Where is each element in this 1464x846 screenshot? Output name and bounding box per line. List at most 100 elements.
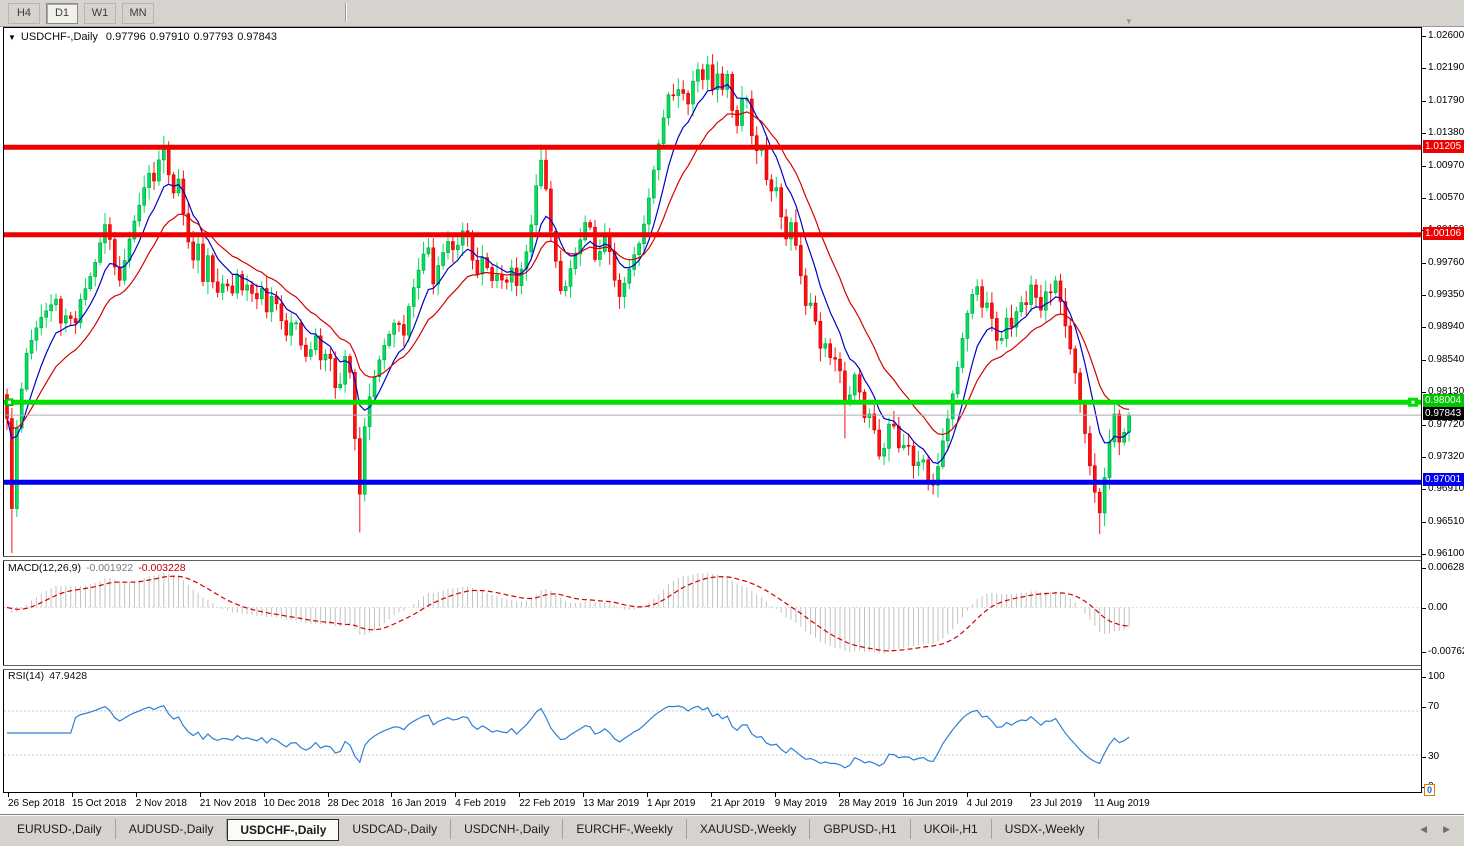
price-tick-0.97720-tick bbox=[1422, 424, 1426, 426]
ohlc-low: 0.97793 bbox=[193, 31, 234, 43]
date-label: 16 Jun 2019 bbox=[902, 798, 958, 809]
date-label: 9 May 2019 bbox=[774, 798, 828, 809]
date-label: 10 Dec 2018 bbox=[263, 798, 321, 809]
date-label: 26 Sep 2018 bbox=[8, 798, 65, 809]
date-tick bbox=[774, 793, 776, 797]
price-tick-0.96510: 0.96510 bbox=[1428, 515, 1464, 527]
chart-tab-usdchf[interactable]: USDCHF-,Daily bbox=[227, 819, 340, 841]
macd-label: MACD(12,26,9) -0.001922 -0.003228 bbox=[8, 562, 186, 574]
price-tick-0.96100-tick bbox=[1422, 554, 1426, 555]
date-tick bbox=[519, 793, 521, 797]
macd-scale--0.00762: -0.00762 bbox=[1428, 646, 1464, 657]
date-label: 2 Nov 2018 bbox=[135, 798, 187, 809]
date-tick bbox=[710, 793, 712, 797]
timeframe-button-mn[interactable]: MN bbox=[122, 3, 154, 24]
rsi-name: RSI(14) bbox=[8, 670, 45, 682]
price-tick-0.97320: 0.97320 bbox=[1428, 450, 1464, 462]
date-label: 4 Feb 2019 bbox=[455, 798, 506, 809]
date-tick bbox=[391, 793, 393, 797]
rsi-svg bbox=[4, 704, 1421, 769]
price-tick-0.99760-tick bbox=[1422, 262, 1426, 264]
chart-tab-gbpusd[interactable]: GBPUSD-,H1 bbox=[810, 819, 911, 839]
price-tick-0.99350-tick bbox=[1422, 295, 1426, 296]
chart-tab-audusd[interactable]: AUDUSD-,Daily bbox=[116, 819, 228, 839]
macd-scale--0.00762-tick bbox=[1422, 652, 1426, 653]
date-label: 4 Jul 2019 bbox=[966, 798, 1013, 809]
timeframe-button-w1[interactable]: W1 bbox=[84, 3, 116, 24]
chart-tab-xauusd[interactable]: XAUUSD-,Weekly bbox=[687, 819, 811, 839]
tab-scroll-left-icon[interactable]: ◀ bbox=[1420, 824, 1428, 834]
price-tick-1.01790: 1.01790 bbox=[1428, 94, 1464, 106]
price-label-1.00106: 1.00106 bbox=[1423, 227, 1464, 241]
rsi-scale-100: 100 bbox=[1428, 671, 1445, 682]
timeframe-button-d1[interactable]: D1 bbox=[46, 3, 78, 24]
corner-badge: 0 bbox=[1424, 784, 1436, 796]
rsi-scale-30: 30 bbox=[1428, 751, 1440, 762]
chart-tab-usdcad[interactable]: USDCAD-,Daily bbox=[339, 819, 452, 839]
chart-tab-eurchf[interactable]: EURCHF-,Weekly bbox=[563, 819, 687, 839]
chart-tab-ukoil[interactable]: UKOil-,H1 bbox=[911, 819, 992, 839]
macd-scale-0.006286: 0.006286 bbox=[1428, 562, 1464, 573]
chart-caret-icon[interactable]: ▼ bbox=[8, 33, 16, 42]
price-tick-1.01380-tick bbox=[1422, 133, 1426, 135]
date-axis[interactable]: 26 Sep 2018 15 Oct 2018 2 Nov 2018 21 Nov 2… bbox=[3, 793, 1421, 813]
price-tick-1.02600-tick bbox=[1422, 36, 1426, 37]
frame-top bbox=[3, 27, 1422, 28]
chart-header: ▼ USDCHF-,Daily 0.97796 0.97910 0.97793 0.978… bbox=[8, 31, 277, 43]
macd-value-signal: -0.003228 bbox=[138, 562, 186, 574]
price-tick-0.99760: 0.99760 bbox=[1428, 256, 1464, 268]
price-tick-1.00970-tick bbox=[1422, 165, 1426, 167]
rsi-scale-30-tick bbox=[1422, 757, 1426, 758]
price-tick-0.97320-tick bbox=[1422, 456, 1426, 458]
macd-value-main: -0.001922 bbox=[85, 562, 134, 574]
price-tick-0.98940-tick bbox=[1422, 327, 1426, 329]
date-label: 22 Feb 2019 bbox=[519, 798, 576, 809]
date-tick bbox=[1094, 793, 1096, 797]
main-price-chart[interactable] bbox=[4, 27, 1421, 557]
ohlc-open: 0.97796 bbox=[105, 31, 146, 43]
macd-svg bbox=[4, 572, 1421, 654]
tab-scroll-right-icon[interactable]: ▶ bbox=[1443, 824, 1450, 834]
macd-scale-0.00: 0.00 bbox=[1428, 601, 1448, 613]
frame-left bbox=[3, 27, 4, 793]
date-tick bbox=[263, 793, 265, 797]
date-label: 21 Apr 2019 bbox=[710, 798, 765, 809]
chart-collapse-icon[interactable]: ▼ bbox=[1125, 17, 1133, 26]
price-label-0.98004: 0.98004 bbox=[1423, 393, 1464, 407]
timeframe-button-h4[interactable]: H4 bbox=[8, 3, 40, 24]
price-tick-0.96510-tick bbox=[1422, 521, 1426, 523]
price-tick-0.96100: 0.96100 bbox=[1428, 548, 1464, 559]
price-tick-1.00570-tick bbox=[1422, 197, 1426, 199]
pane-separator-rsi[interactable] bbox=[3, 665, 1421, 670]
macd-chart[interactable] bbox=[4, 560, 1421, 666]
price-tick-0.97720: 0.97720 bbox=[1428, 418, 1464, 430]
rsi-scale-100-tick bbox=[1422, 677, 1426, 678]
chart-tab-usdcnh[interactable]: USDCNH-,Daily bbox=[451, 819, 564, 839]
price-tick-0.98540: 0.98540 bbox=[1428, 353, 1464, 365]
ohlc-close: 0.97843 bbox=[237, 31, 277, 43]
timeframe-toolbar: H4 D1 W1 MN bbox=[0, 0, 1464, 27]
ohlc-high: 0.97910 bbox=[149, 31, 190, 43]
price-tick-0.98940: 0.98940 bbox=[1428, 321, 1464, 333]
date-label: 15 Oct 2018 bbox=[71, 798, 127, 809]
chart-tab-eurusd[interactable]: EURUSD-,Daily bbox=[4, 819, 116, 839]
rsi-chart[interactable] bbox=[4, 669, 1421, 792]
date-tick bbox=[135, 793, 137, 797]
chart-tab-usdx[interactable]: USDX-,Weekly bbox=[992, 819, 1099, 839]
frame-bottom bbox=[3, 792, 1422, 793]
macd-scale-0.00-tick bbox=[1422, 607, 1426, 609]
price-tick-1.02600: 1.02600 bbox=[1428, 30, 1464, 41]
date-tick bbox=[455, 793, 457, 797]
price-tick-0.98540-tick bbox=[1422, 359, 1426, 361]
rsi-scale-70-tick bbox=[1422, 707, 1426, 708]
price-label-1.01205: 1.01205 bbox=[1423, 140, 1464, 153]
timeframe-buttons: H4 D1 W1 MN bbox=[8, 3, 154, 24]
date-tick bbox=[583, 793, 585, 797]
macd-name: MACD(12,26,9) bbox=[8, 562, 81, 574]
pane-separator-macd[interactable] bbox=[3, 556, 1421, 561]
rsi-value: 47.9428 bbox=[49, 670, 88, 682]
tab-scroll-arrows: ◀ ▶ bbox=[1420, 824, 1450, 835]
date-tick bbox=[1030, 793, 1032, 797]
price-axis[interactable]: 1.02600 1.02190 1.01790 1.01380 1.00970 1.005… bbox=[1421, 27, 1464, 792]
macd-scale-0.006286-tick bbox=[1422, 568, 1426, 569]
